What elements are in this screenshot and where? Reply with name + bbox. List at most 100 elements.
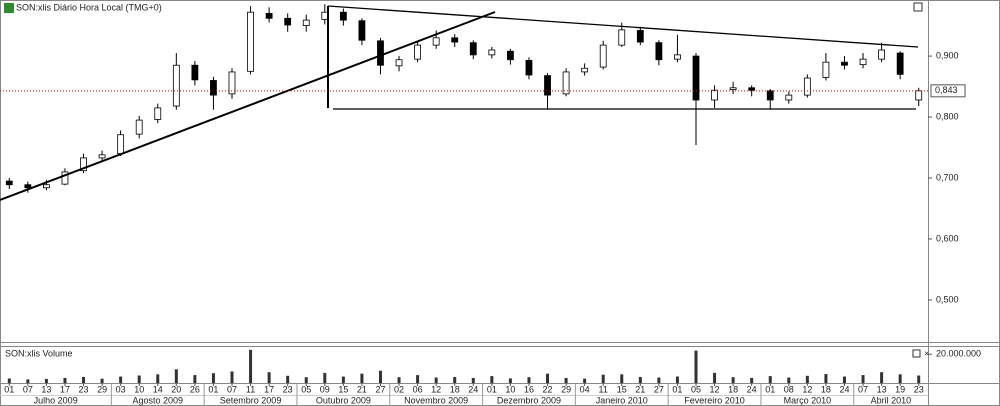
candle-body [414, 44, 422, 60]
x-tick-label: 13 [877, 384, 887, 394]
x-tick-label: 23 [283, 384, 293, 394]
x-tick-label: 05 [301, 384, 311, 394]
x-tick-label: 01 [208, 384, 218, 394]
volume-bar [861, 375, 865, 383]
candle-body [451, 37, 459, 43]
volume-bar [82, 376, 86, 383]
x-tick-label: 15 [617, 384, 627, 394]
candle-body [395, 59, 403, 67]
x-tick-label: 01 [487, 384, 497, 394]
volume-bar [397, 377, 401, 383]
x-tick-label: 27 [654, 384, 664, 394]
x-tick-label: 08 [784, 384, 794, 394]
volume-title: SON:xlis Volume [5, 348, 73, 358]
candle-body [599, 44, 607, 68]
x-tick-label: 20 [171, 384, 181, 394]
x-tick-label: 17 [264, 384, 274, 394]
candle-body [803, 77, 811, 96]
candle-body [748, 87, 756, 91]
x-tick-label: 27 [375, 384, 385, 394]
candle-body [488, 49, 496, 56]
x-tick-label: 04 [580, 384, 590, 394]
candle-body [525, 59, 533, 76]
volume-bar [638, 376, 642, 383]
volume-bar [137, 375, 141, 383]
volume-bar [787, 377, 791, 383]
candle-body [228, 71, 236, 95]
x-tick-label: 24 [468, 384, 478, 394]
volume-bar [26, 379, 30, 383]
candle-body [154, 107, 162, 120]
volume-bar [434, 377, 438, 383]
month-label: Novembro 2009 [404, 395, 468, 405]
x-tick-label: 11 [599, 384, 608, 394]
y-tick-label: 0,900 [936, 50, 959, 60]
volume-bar [675, 376, 679, 383]
candle-body [618, 29, 626, 46]
candle-body [878, 49, 885, 60]
x-tick-label: 13 [41, 384, 51, 394]
candle-body [377, 40, 384, 66]
month-label: Outubro 2009 [316, 395, 371, 405]
volume-bar [750, 377, 754, 383]
candle-body [544, 75, 551, 96]
volume-bar [490, 376, 494, 383]
volume-bar [824, 374, 828, 383]
volume-bar [360, 373, 364, 383]
x-tick-label: 23 [79, 384, 89, 394]
x-tick-label: 01 [765, 384, 775, 394]
last-price-box [930, 84, 966, 98]
candle-body [655, 42, 663, 61]
volume-bar [323, 372, 327, 383]
x-tick-label: 11 [246, 384, 255, 394]
candle-body [766, 90, 774, 101]
candle-body [729, 87, 737, 91]
volume-bar [211, 373, 215, 383]
x-tick-label: 15 [338, 384, 348, 394]
x-tick-label: 22 [543, 384, 553, 394]
candle-body [24, 184, 32, 189]
volume-bar [805, 375, 809, 383]
chart-icon[interactable] [4, 3, 14, 13]
volume-bar [44, 378, 48, 383]
x-tick-label: 29 [561, 384, 571, 394]
x-tick-label: 26 [190, 384, 200, 394]
candle-body [339, 11, 347, 21]
volume-bar [768, 376, 772, 383]
month-label: Julho 2009 [34, 395, 78, 405]
volume-bar [583, 378, 587, 383]
close-button[interactable]: × [924, 348, 929, 358]
x-tick-label: 10 [134, 384, 144, 394]
candle-body [43, 184, 50, 189]
x-tick-label: 18 [728, 384, 738, 394]
candle-body [841, 61, 848, 66]
volume-bar [527, 377, 531, 383]
chart-title: SON:xlis Diário Hora Local (TMG+0) [16, 2, 162, 12]
volume-bar [304, 377, 308, 383]
volume-bar [193, 375, 197, 383]
y-tick-label: 0,700 [936, 172, 959, 182]
x-tick-label: 12 [431, 384, 441, 394]
last-price-label: 0,843 [935, 85, 958, 95]
trend-line [327, 5, 919, 48]
candle-body [636, 30, 644, 43]
month-label: Setembro 2009 [220, 395, 282, 405]
x-tick-label: 02 [394, 384, 404, 394]
candle-body [172, 64, 180, 107]
candle-body [785, 94, 793, 101]
candle-body [432, 37, 440, 46]
volume-bar [249, 349, 253, 383]
candle-body [896, 52, 904, 75]
maximize-button[interactable] [913, 2, 923, 12]
maximize-button[interactable] [912, 349, 921, 358]
trend-line [0, 11, 496, 201]
x-tick-label: 09 [320, 384, 330, 394]
candle-body [562, 71, 570, 95]
x-tick-label: 21 [357, 384, 367, 394]
y-tick-label: 20.000.000 [936, 349, 981, 359]
volume-bar [880, 372, 884, 383]
volume-bar [7, 378, 11, 383]
x-tick-label: 06 [413, 384, 423, 394]
volume-bar [119, 376, 123, 383]
